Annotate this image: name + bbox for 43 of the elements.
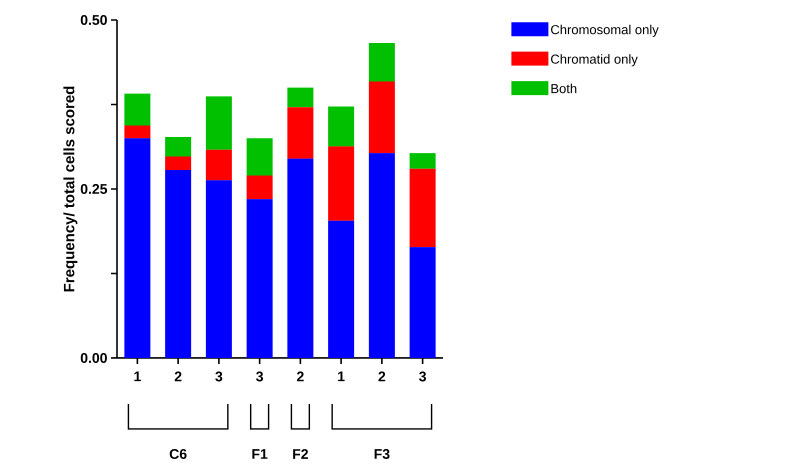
bar xyxy=(287,158,314,358)
x-tick-label: 1 xyxy=(338,372,345,382)
y-tick-label: 0.00 xyxy=(80,353,107,363)
legend-label: Chromatid only xyxy=(551,54,638,66)
text: F1 xyxy=(252,449,268,459)
x-tick-label: 2 xyxy=(378,372,386,382)
y-tick-label: 0.50 xyxy=(80,15,107,25)
bar xyxy=(410,168,436,248)
bar xyxy=(124,94,150,126)
bar xyxy=(165,136,192,157)
y-axis-title: Frequency/ total cells scored xyxy=(63,86,78,292)
x-tick-label: 2 xyxy=(174,372,182,382)
text: C6 xyxy=(170,449,187,459)
bar xyxy=(124,138,150,358)
bar xyxy=(206,150,232,180)
x-tick-label: 3 xyxy=(256,372,264,382)
x-tick-label: 3 xyxy=(215,372,222,382)
bar xyxy=(165,156,192,170)
bar xyxy=(246,199,273,358)
legend-label: Chromosomal only xyxy=(551,24,659,37)
bar xyxy=(124,125,150,138)
bar xyxy=(328,220,354,358)
x-tick-label: 1 xyxy=(134,372,141,382)
bar xyxy=(368,153,395,358)
bar xyxy=(206,180,232,358)
x-tick-label: 2 xyxy=(296,372,304,382)
y-tick-label: 0.25 xyxy=(80,184,108,194)
bar xyxy=(165,170,192,358)
bar xyxy=(246,138,273,176)
bar xyxy=(410,153,436,169)
bar xyxy=(328,146,354,221)
bar xyxy=(368,42,395,82)
bar xyxy=(287,107,314,159)
bar xyxy=(328,106,354,146)
text: F2 xyxy=(293,449,308,459)
bar xyxy=(206,96,232,150)
legend-label: Both xyxy=(551,84,576,94)
bar xyxy=(410,247,436,358)
bar xyxy=(368,82,395,154)
text: F3 xyxy=(374,449,390,459)
bar xyxy=(246,175,273,200)
x-tick-label: 3 xyxy=(419,372,426,382)
bar xyxy=(287,88,314,108)
